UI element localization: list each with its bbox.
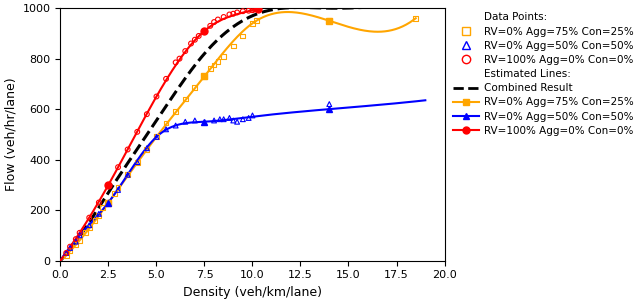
Point (84, 215, 95, 220)
Point (61, 253, 71, 258)
Point (123, 172, 133, 177)
Point (132, 160, 142, 165)
Point (251, 18, 262, 23)
Point (75, 233, 85, 238)
Y-axis label: Flow (veh/hr/lane): Flow (veh/hr/lane) (4, 78, 17, 191)
Point (84, 225, 95, 230)
Point (90, 218, 100, 223)
Point (238, 9, 248, 14)
Point (224, 12, 235, 17)
Point (132, 160, 142, 165)
Point (141, 112, 152, 117)
Point (180, 49, 190, 54)
Point (71, 237, 81, 241)
Point (186, 41, 196, 46)
Point (219, 15, 229, 19)
Point (71, 242, 81, 247)
Point (199, 28, 210, 33)
Point (205, 23, 215, 28)
Point (104, 182, 114, 187)
Point (213, 59, 223, 64)
Point (194, 34, 204, 38)
Point (248, 21, 258, 26)
Point (71, 239, 81, 244)
Point (249, 7, 260, 12)
Point (113, 165, 123, 170)
Point (80, 230, 91, 235)
Point (161, 76, 171, 81)
Point (228, 11, 239, 16)
Point (75, 230, 85, 235)
Point (113, 185, 123, 190)
Point (94, 213, 104, 218)
Point (61, 251, 71, 255)
Point (109, 191, 120, 196)
Point (248, 113, 258, 118)
Point (113, 188, 123, 192)
Point (161, 127, 171, 132)
Point (65, 248, 75, 253)
Point (205, 66, 215, 71)
Point (190, 118, 200, 123)
Point (141, 147, 152, 152)
Point (199, 121, 210, 125)
Point (213, 17, 223, 22)
Point (251, 7, 262, 12)
Point (161, 121, 171, 125)
X-axis label: Density (veh/km/lane): Density (veh/km/lane) (183, 286, 322, 299)
Point (141, 146, 152, 151)
Point (65, 244, 75, 249)
Point (174, 56, 185, 61)
Point (123, 147, 133, 152)
Point (209, 62, 219, 67)
Point (151, 135, 161, 139)
Point (244, 115, 254, 120)
Point (199, 74, 210, 79)
Point (209, 20, 219, 25)
Point (228, 118, 239, 123)
Point (219, 117, 229, 122)
Point (190, 37, 200, 42)
Point (224, 115, 235, 120)
Point (170, 109, 181, 114)
Point (151, 135, 161, 139)
Point (65, 245, 75, 250)
Point (238, 34, 248, 38)
Point (209, 118, 219, 123)
Point (75, 238, 85, 243)
Point (61, 251, 71, 255)
Point (232, 10, 242, 15)
Point (132, 129, 142, 134)
Point (324, 18, 334, 23)
Point (232, 119, 242, 124)
Point (104, 200, 114, 205)
Point (244, 8, 254, 13)
Point (324, 102, 334, 106)
Point (151, 94, 161, 99)
Point (238, 117, 248, 122)
Point (219, 54, 229, 58)
Point (411, 16, 421, 21)
Point (170, 60, 181, 65)
Point (180, 97, 190, 102)
Point (253, 6, 264, 11)
Point (98, 205, 108, 210)
Point (215, 117, 225, 122)
Point (170, 123, 181, 128)
Point (190, 85, 200, 90)
Point (248, 8, 258, 13)
Point (180, 119, 190, 124)
Point (104, 200, 114, 205)
Point (84, 223, 95, 228)
Point (94, 200, 104, 205)
Point (94, 211, 104, 216)
Point (123, 172, 133, 177)
Point (228, 44, 239, 48)
Legend: Data Points:, RV=0% Agg=75% Con=25%, RV=0% Agg=50% Con=50%, RV=100% Agg=0% Con=0: Data Points:, RV=0% Agg=75% Con=25%, RV=… (448, 8, 638, 140)
